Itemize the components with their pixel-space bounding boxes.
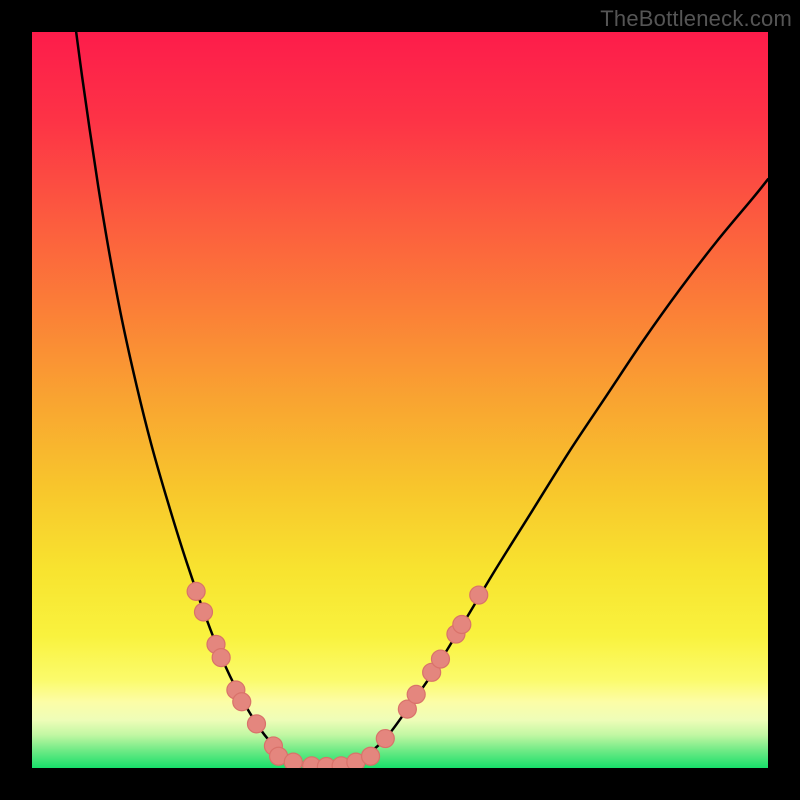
left-curve <box>76 32 312 767</box>
marker-group <box>187 582 488 768</box>
data-marker <box>431 650 449 668</box>
data-marker <box>453 615 471 633</box>
data-marker <box>194 603 212 621</box>
data-marker <box>247 715 265 733</box>
watermark-text: TheBottleneck.com <box>600 6 792 32</box>
right-curve <box>341 179 768 766</box>
data-marker <box>284 753 302 768</box>
plot-area <box>32 32 768 768</box>
outer-frame: TheBottleneck.com <box>0 0 800 800</box>
data-marker <box>362 747 380 765</box>
data-marker <box>212 649 230 667</box>
curve-group <box>76 32 768 767</box>
chart-svg <box>32 32 768 768</box>
data-marker <box>376 730 394 748</box>
data-marker <box>187 582 205 600</box>
data-marker <box>233 693 251 711</box>
data-marker <box>407 685 425 703</box>
data-marker <box>470 586 488 604</box>
